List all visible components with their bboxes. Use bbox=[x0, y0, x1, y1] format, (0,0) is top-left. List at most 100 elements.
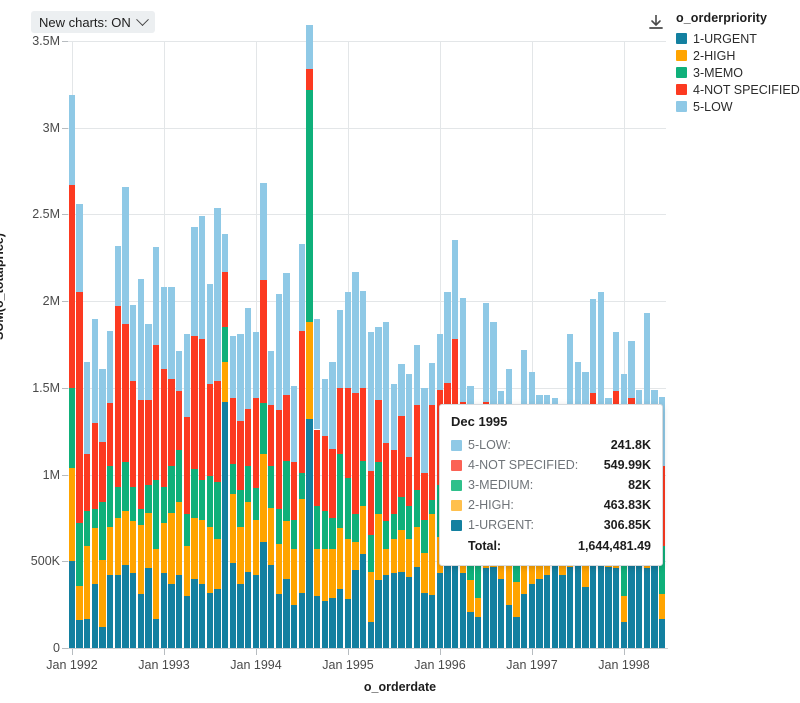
download-icon[interactable] bbox=[645, 11, 667, 33]
bar-segment bbox=[551, 559, 559, 648]
bar-column[interactable] bbox=[290, 41, 298, 648]
bar-segment bbox=[83, 618, 91, 648]
bar-column[interactable] bbox=[390, 41, 398, 648]
bar-column[interactable] bbox=[68, 41, 76, 648]
bar-column[interactable] bbox=[114, 41, 122, 648]
bar-column[interactable] bbox=[267, 41, 275, 648]
tooltip-title: Dec 1995 bbox=[451, 414, 508, 429]
legend-item-1[interactable]: 1-URGENT bbox=[676, 30, 800, 47]
bar-segment bbox=[398, 363, 405, 416]
bar-column[interactable] bbox=[99, 41, 106, 648]
bar-column[interactable] bbox=[198, 41, 206, 648]
bar-segment bbox=[536, 578, 543, 648]
bar-column[interactable] bbox=[206, 41, 214, 648]
legend-item-2[interactable]: 2-HIGH bbox=[676, 47, 800, 64]
bar-segment bbox=[122, 564, 129, 648]
bar-segment bbox=[175, 575, 183, 648]
bar-column[interactable] bbox=[344, 41, 352, 648]
bar-column[interactable] bbox=[298, 41, 306, 648]
bar-column[interactable] bbox=[313, 41, 321, 648]
y-tick-label: 0 bbox=[53, 641, 60, 655]
legend-item-3[interactable]: 3-MEMO bbox=[676, 64, 800, 81]
bar-segment bbox=[214, 589, 221, 648]
bar-column[interactable] bbox=[183, 41, 191, 648]
tooltip-swatch-icon bbox=[451, 479, 462, 491]
bar-segment bbox=[68, 94, 76, 185]
bar-segment bbox=[267, 405, 275, 466]
bar-segment bbox=[375, 400, 382, 463]
bar-segment bbox=[244, 502, 252, 572]
bar-column[interactable] bbox=[329, 41, 336, 648]
bar-column[interactable] bbox=[83, 41, 91, 648]
bar-column[interactable] bbox=[275, 41, 283, 648]
bar-segment bbox=[306, 419, 313, 648]
bar-column[interactable] bbox=[405, 41, 413, 648]
bar-segment bbox=[175, 450, 183, 503]
bar-segment bbox=[612, 332, 620, 392]
bar-column[interactable] bbox=[221, 41, 229, 648]
bar-column[interactable] bbox=[145, 41, 152, 648]
bar-segment bbox=[206, 526, 214, 593]
bar-segment bbox=[168, 465, 175, 513]
bar-segment bbox=[329, 448, 336, 518]
bar-column[interactable] bbox=[321, 41, 329, 648]
bar-segment bbox=[505, 563, 513, 605]
bar-segment bbox=[444, 564, 451, 648]
bar-column[interactable] bbox=[252, 41, 260, 648]
bar-column[interactable] bbox=[382, 41, 390, 648]
bar-segment bbox=[628, 557, 635, 648]
bar-column[interactable] bbox=[413, 41, 421, 648]
x-tick-mark bbox=[532, 649, 533, 655]
bar-column[interactable] bbox=[367, 41, 375, 648]
bar-segment bbox=[421, 592, 428, 648]
x-axis-line bbox=[68, 648, 668, 649]
bar-column[interactable] bbox=[229, 41, 237, 648]
legend-item-5[interactable]: 5-LOW bbox=[676, 98, 800, 115]
bar-column[interactable] bbox=[76, 41, 83, 648]
bar-column[interactable] bbox=[91, 41, 99, 648]
bar-column[interactable] bbox=[421, 41, 428, 648]
bar-column[interactable] bbox=[168, 41, 175, 648]
bar-column[interactable] bbox=[160, 41, 168, 648]
bar-segment bbox=[275, 594, 283, 648]
gridline-horizontal bbox=[68, 41, 666, 42]
tooltip-swatch-icon bbox=[451, 519, 462, 531]
bar-column[interactable] bbox=[359, 41, 367, 648]
bar-column[interactable] bbox=[237, 41, 244, 648]
bar-column[interactable] bbox=[137, 41, 145, 648]
bar-segment bbox=[428, 362, 436, 405]
bar-segment bbox=[198, 519, 206, 584]
tooltip-row-value: 549.99K bbox=[603, 458, 651, 472]
bar-column[interactable] bbox=[398, 41, 405, 648]
bar-segment bbox=[237, 334, 244, 421]
bar-column[interactable] bbox=[428, 41, 436, 648]
bar-column[interactable] bbox=[152, 41, 160, 648]
bar-column[interactable] bbox=[352, 41, 359, 648]
bar-segment bbox=[359, 554, 367, 648]
new-charts-toggle[interactable]: New charts: ON bbox=[31, 11, 155, 33]
legend-item-label: 2-HIGH bbox=[693, 48, 736, 63]
bar-column[interactable] bbox=[375, 41, 382, 648]
bar-segment bbox=[283, 460, 290, 522]
bar-column[interactable] bbox=[214, 41, 221, 648]
bar-column[interactable] bbox=[129, 41, 137, 648]
bar-column[interactable] bbox=[244, 41, 252, 648]
bar-column[interactable] bbox=[260, 41, 267, 648]
legend-item-4[interactable]: 4-NOT SPECIFIED bbox=[676, 81, 800, 98]
bar-column[interactable] bbox=[106, 41, 114, 648]
bar-segment bbox=[91, 583, 99, 648]
x-tick-mark bbox=[624, 649, 625, 655]
bar-segment bbox=[520, 554, 528, 595]
bar-column[interactable] bbox=[122, 41, 129, 648]
new-charts-label: New charts: ON bbox=[39, 14, 131, 30]
bar-column[interactable] bbox=[191, 41, 198, 648]
bar-segment bbox=[398, 571, 405, 648]
bar-column[interactable] bbox=[283, 41, 290, 648]
bar-segment bbox=[106, 575, 114, 648]
bar-column[interactable] bbox=[175, 41, 183, 648]
bar-column[interactable] bbox=[306, 25, 313, 648]
bar-segment bbox=[359, 387, 367, 461]
gridline-horizontal bbox=[68, 214, 666, 216]
bar-column[interactable] bbox=[336, 41, 344, 648]
bar-segment bbox=[428, 594, 436, 648]
